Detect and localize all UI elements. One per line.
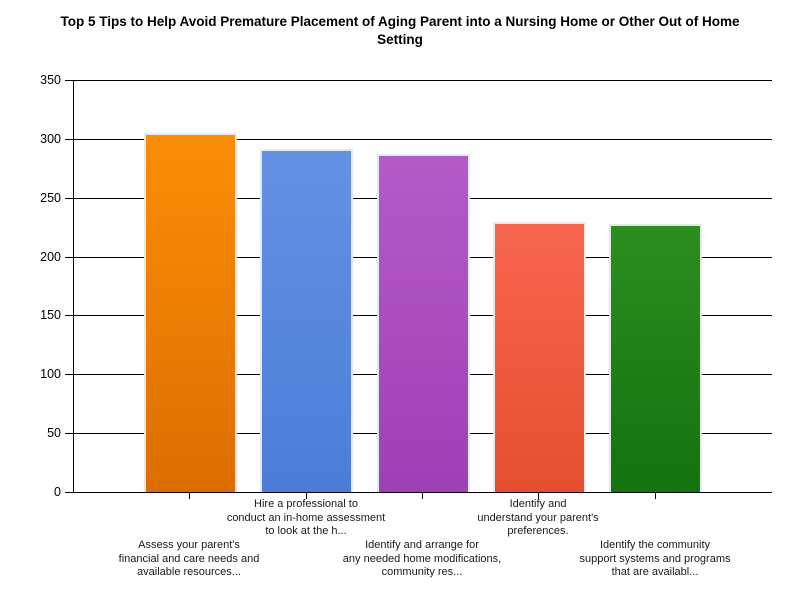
y-axis-tick bbox=[65, 374, 73, 375]
y-tick-label-250: 250 bbox=[40, 191, 61, 205]
y-axis-tick bbox=[65, 257, 73, 258]
bar-2 bbox=[260, 149, 353, 492]
x-tick-label-line: Assess your parent's bbox=[138, 539, 240, 551]
x-tick-label-3: Identify and arrange for any needed home … bbox=[307, 539, 537, 580]
x-tick-label-line: any needed home modifications, bbox=[342, 552, 502, 565]
x-tick-label-line: that are availabl... bbox=[611, 566, 699, 578]
y-tick-label-350: 350 bbox=[40, 73, 61, 87]
y-axis-tick bbox=[65, 433, 73, 434]
x-tick-label-4: Identify and understand your parent's pref… bbox=[423, 498, 653, 539]
x-tick-label-2: Hire a professional to conduct an in-home… bbox=[191, 498, 421, 539]
y-tick-label-150: 150 bbox=[40, 308, 61, 322]
x-tick-label-1: Assess your parent's financial and care n… bbox=[74, 539, 304, 580]
gridline-350 bbox=[74, 80, 772, 81]
x-axis-tick bbox=[189, 493, 190, 499]
x-tick-label-line: Hire a professional to bbox=[254, 498, 358, 510]
x-tick-label-line: understand your parent's bbox=[477, 511, 599, 524]
y-axis-tick bbox=[65, 198, 73, 199]
y-tick-label-200: 200 bbox=[40, 250, 61, 264]
x-tick-label-line: conduct an in-home assessment bbox=[226, 511, 386, 524]
x-tick-label-line: Identify and arrange for bbox=[365, 539, 479, 551]
y-tick-label-300: 300 bbox=[40, 132, 61, 146]
x-tick-label-line: to look at the h... bbox=[265, 525, 347, 537]
plot-area bbox=[73, 80, 772, 493]
x-axis-tick bbox=[306, 493, 307, 499]
bar-1 bbox=[144, 133, 237, 492]
x-axis-tick bbox=[422, 493, 423, 499]
x-tick-label-line: Identify and bbox=[509, 498, 567, 510]
x-tick-label-5: Identify the community support systems an… bbox=[540, 539, 770, 580]
x-tick-label-line: support systems and programs bbox=[579, 552, 731, 565]
x-axis-tick bbox=[538, 493, 539, 499]
bar-4 bbox=[493, 222, 586, 492]
x-tick-label-line: financial and care needs and bbox=[118, 552, 260, 565]
y-tick-label-100: 100 bbox=[40, 367, 61, 381]
y-axis-tick bbox=[65, 492, 73, 493]
gridline-300 bbox=[74, 139, 772, 140]
bar-3 bbox=[377, 154, 470, 492]
x-tick-label-line: available resources... bbox=[137, 566, 241, 578]
y-axis-tick bbox=[65, 139, 73, 140]
y-axis-tick bbox=[65, 315, 73, 316]
x-tick-label-line: community res... bbox=[381, 566, 463, 578]
y-tick-label-50: 50 bbox=[47, 426, 61, 440]
x-tick-label-line: Identify the community bbox=[599, 539, 711, 551]
x-tick-label-line: preferences. bbox=[507, 525, 569, 537]
x-axis-tick bbox=[655, 493, 656, 499]
y-axis-tick bbox=[65, 80, 73, 81]
y-tick-label-0: 0 bbox=[54, 485, 61, 499]
bar-5 bbox=[609, 224, 702, 492]
chart-title: Top 5 Tips to Help Avoid Premature Place… bbox=[60, 14, 740, 47]
